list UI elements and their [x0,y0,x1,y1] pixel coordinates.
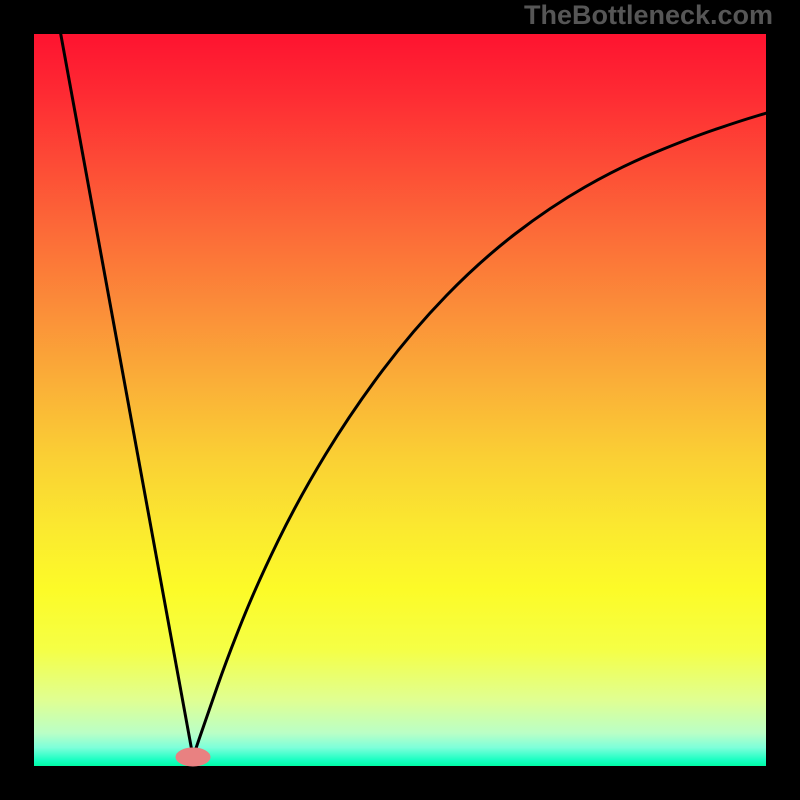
chart-container: TheBottleneck.com [0,0,800,800]
gradient-background [34,34,766,766]
watermark-text: TheBottleneck.com [524,0,773,31]
